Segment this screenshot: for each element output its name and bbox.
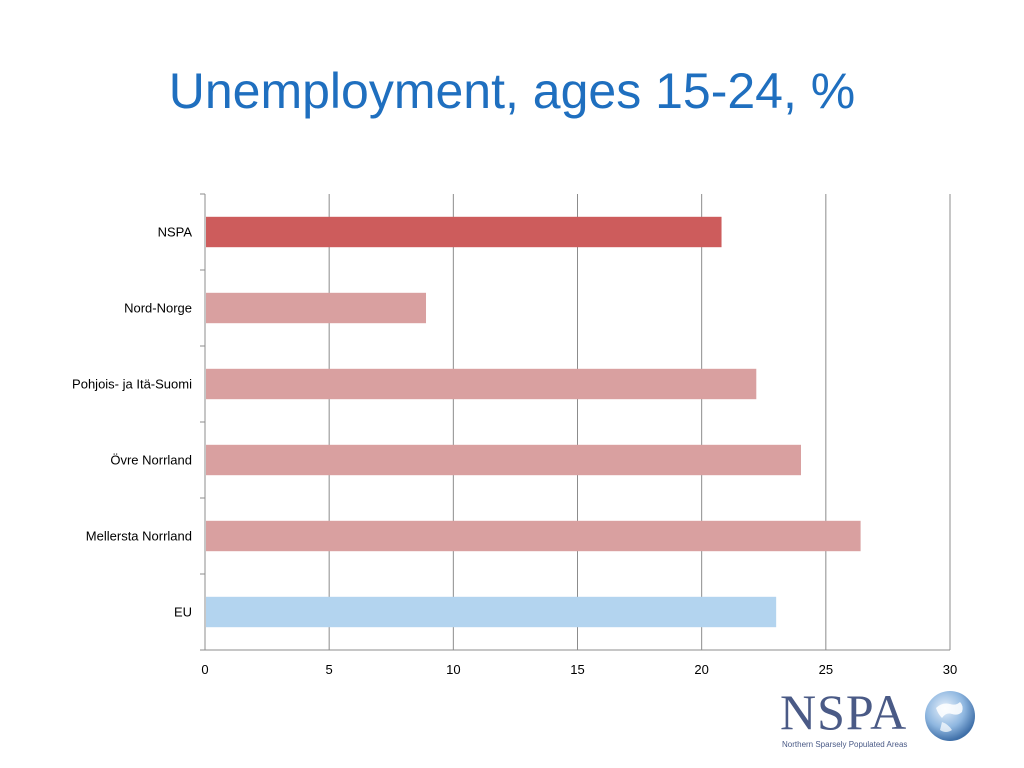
x-tick-label: 10 <box>446 662 460 677</box>
bar-pohjois-ja-it-suomi <box>206 368 757 400</box>
bar-nord-norge <box>206 292 427 324</box>
bar-nspa <box>206 216 722 248</box>
slide-title: Unemployment, ages 15-24, % <box>168 63 856 119</box>
bar-eu <box>206 596 777 628</box>
category-label: NSPA <box>158 225 193 240</box>
bar-mellersta-norrland <box>206 520 861 552</box>
x-tick-label: 30 <box>943 662 957 677</box>
category-label: Övre Norrland <box>110 453 192 468</box>
x-tick-label: 5 <box>326 662 333 677</box>
x-tick-labels: 0 5 10 15 20 25 30 <box>201 662 957 677</box>
category-label: Nord-Norge <box>124 301 192 316</box>
bars <box>206 216 861 628</box>
x-tick-label: 25 <box>819 662 833 677</box>
category-label: Mellersta Norrland <box>86 529 192 544</box>
nspa-logo: NSPA Northern Sparsely Populated Areas <box>778 684 988 754</box>
category-label: Pohjois- ja Itä-Suomi <box>72 377 192 392</box>
logo-subtitle: Northern Sparsely Populated Areas <box>782 740 908 749</box>
logo-wordmark: NSPA <box>780 684 908 740</box>
x-tick-label: 0 <box>201 662 208 677</box>
bar--vre-norrland <box>206 444 801 476</box>
globe-icon <box>925 691 975 741</box>
category-label: EU <box>174 605 192 620</box>
category-labels: NSPA Nord-Norge Pohjois- ja Itä-Suomi Övre … <box>72 225 192 620</box>
axes <box>200 193 950 651</box>
gridlines <box>328 194 951 650</box>
x-tick-label: 15 <box>570 662 584 677</box>
x-tick-label: 20 <box>694 662 708 677</box>
